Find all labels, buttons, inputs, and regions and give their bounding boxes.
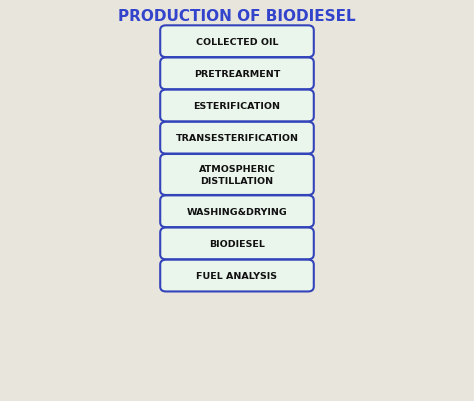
FancyBboxPatch shape xyxy=(160,26,314,58)
Text: FUEL ANALYSIS: FUEL ANALYSIS xyxy=(197,271,277,280)
FancyBboxPatch shape xyxy=(160,90,314,122)
Text: ATMOSPHERIC
DISTILLATION: ATMOSPHERIC DISTILLATION xyxy=(199,165,275,185)
Text: WASHING&DRYING: WASHING&DRYING xyxy=(187,207,287,216)
FancyBboxPatch shape xyxy=(160,228,314,260)
FancyBboxPatch shape xyxy=(160,154,314,195)
FancyBboxPatch shape xyxy=(160,58,314,90)
FancyBboxPatch shape xyxy=(160,196,314,227)
FancyBboxPatch shape xyxy=(160,122,314,154)
Text: BIODIESEL: BIODIESEL xyxy=(209,239,265,248)
Text: PRODUCTION OF BIODIESEL: PRODUCTION OF BIODIESEL xyxy=(118,9,356,24)
FancyBboxPatch shape xyxy=(160,260,314,292)
Text: TRANSESTERIFICATION: TRANSESTERIFICATION xyxy=(175,134,299,143)
Text: ESTERIFICATION: ESTERIFICATION xyxy=(193,102,281,111)
Text: PRETREARMENT: PRETREARMENT xyxy=(194,70,280,79)
Text: COLLECTED OIL: COLLECTED OIL xyxy=(196,38,278,47)
